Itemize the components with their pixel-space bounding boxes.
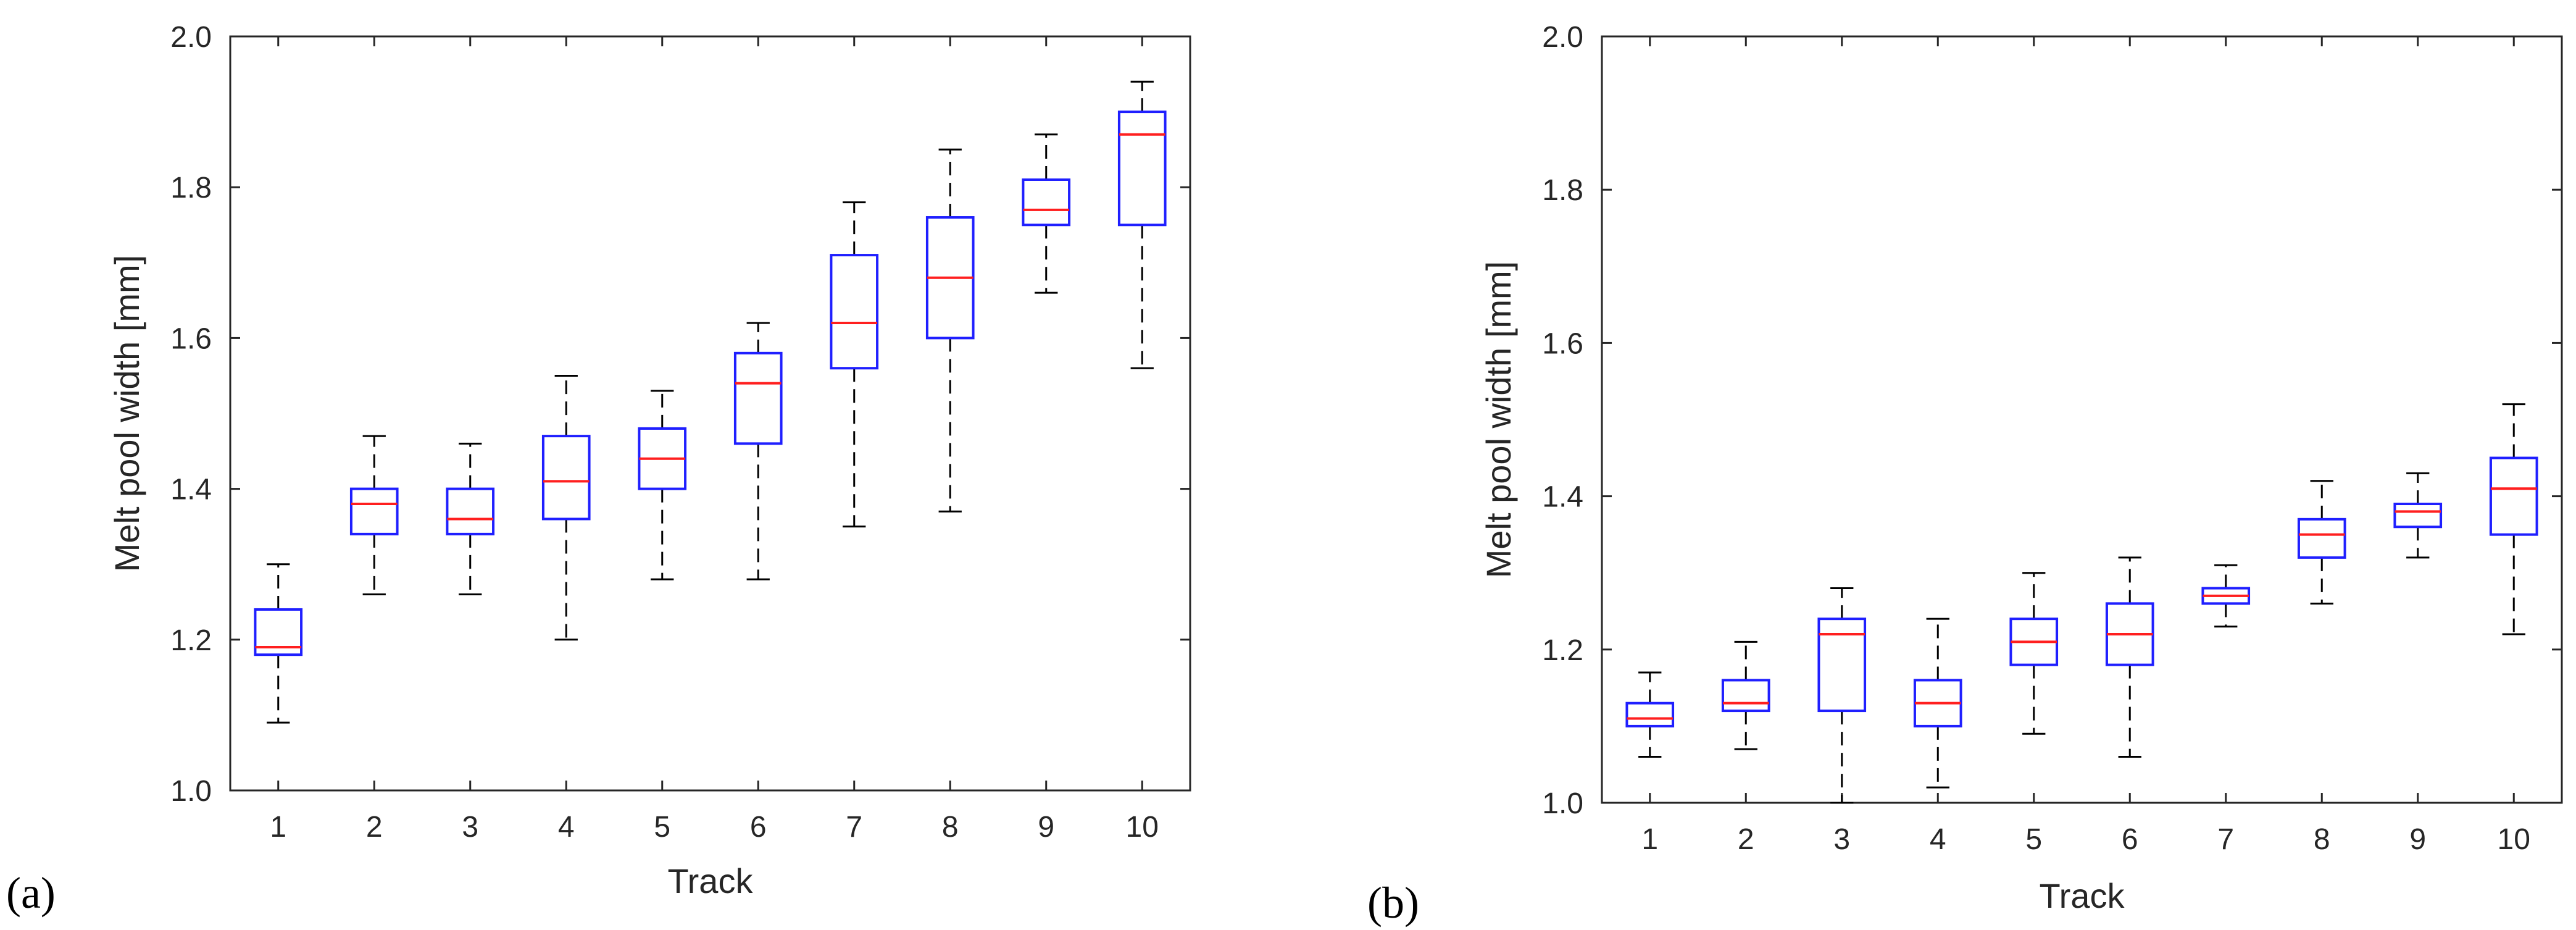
plot-area-frame <box>229 35 1191 792</box>
x-tick-label: 3 <box>1833 823 1850 856</box>
x-tick-label: 4 <box>1930 823 1946 856</box>
y-tick-label: 2.0 <box>170 21 212 54</box>
box-track-6 <box>2105 556 2154 758</box>
iqr-box <box>349 487 399 535</box>
x-tick-label: 9 <box>1038 811 1054 844</box>
iqr-box <box>541 435 591 521</box>
box-track-2 <box>1721 640 1770 750</box>
box-track-5 <box>638 390 687 580</box>
iqr-box <box>1625 702 1675 727</box>
chart-panel-a: 1.0 1.2 1.4 1.6 1.8 2.0 1 2 3 4 5 6 7 8 9 10 Track Melt p… <box>6 21 1191 918</box>
iqr-box <box>2297 517 2346 559</box>
x-tick-label: 7 <box>846 811 862 844</box>
box-track-7 <box>830 201 879 528</box>
box-track-9 <box>2393 472 2443 559</box>
y-tick-label: 1.2 <box>1542 634 1583 667</box>
x-tick-label: 9 <box>2409 823 2426 856</box>
y-tick-label: 1.0 <box>1542 787 1583 820</box>
box-track-9 <box>1022 133 1071 294</box>
x-tick-label: 4 <box>558 811 575 844</box>
x-tick-label: 2 <box>366 811 383 844</box>
box-track-10 <box>2489 403 2538 635</box>
box-track-4 <box>541 374 591 641</box>
y-tick-label: 1.6 <box>1542 327 1583 360</box>
x-tick-label: 10 <box>2498 823 2530 856</box>
x-tick-label: 7 <box>2217 823 2234 856</box>
box-track-4 <box>1913 618 1962 789</box>
y-tick-label: 1.8 <box>1542 174 1583 207</box>
y-tick-label: 1.0 <box>170 775 212 808</box>
x-tick-label: 8 <box>2314 823 2330 856</box>
iqr-box <box>1817 618 1867 713</box>
x-axis-title: Track <box>2040 876 2125 915</box>
iqr-box <box>1117 111 1167 227</box>
iqr-box <box>446 487 495 535</box>
y-tick-label: 1.6 <box>170 322 212 355</box>
panel-label: (b) <box>1367 878 1419 928</box>
x-tick-label: 6 <box>750 811 767 844</box>
y-tick-label: 1.8 <box>170 172 212 204</box>
x-tick-label: 10 <box>1126 811 1159 844</box>
y-axis-title: Melt pool width [mm] <box>1479 261 1518 579</box>
iqr-box <box>2393 503 2443 529</box>
box-track-3 <box>446 442 495 596</box>
box-track-3 <box>1817 587 1867 804</box>
iqr-box <box>830 254 879 370</box>
chart-panel-b: 1.0 1.2 1.4 1.6 1.8 2.0 1 2 3 4 5 6 7 8 9 10 Track Melt p… <box>1367 21 2563 928</box>
box-track-6 <box>733 322 783 580</box>
box-track-7 <box>2201 564 2251 628</box>
x-tick-label: 8 <box>942 811 959 844</box>
box-track-5 <box>2009 572 2059 735</box>
iqr-box <box>1721 679 1770 713</box>
x-tick-label: 5 <box>654 811 670 844</box>
box-track-1 <box>254 563 303 724</box>
x-tick-label: 6 <box>2122 823 2138 856</box>
y-tick-label: 1.4 <box>170 474 212 506</box>
iqr-box <box>1022 178 1071 227</box>
box-track-1 <box>1625 671 1675 758</box>
box-track-10 <box>1117 80 1167 369</box>
y-tick-label: 2.0 <box>1542 21 1583 54</box>
x-axis-title: Track <box>668 861 754 900</box>
x-tick-label: 1 <box>270 811 286 844</box>
box-track-8 <box>925 148 975 513</box>
iqr-box <box>2489 456 2538 536</box>
y-axis-title: Melt pool width [mm] <box>107 255 146 572</box>
x-tick-label: 1 <box>1641 823 1658 856</box>
x-tick-label: 5 <box>2025 823 2042 856</box>
box-track-8 <box>2297 480 2346 605</box>
iqr-box <box>733 351 783 445</box>
x-tick-label: 2 <box>1738 823 1754 856</box>
y-tick-label: 1.2 <box>170 624 212 657</box>
panel-label: (a) <box>6 868 56 918</box>
x-tick-label: 3 <box>462 811 478 844</box>
y-tick-label: 1.4 <box>1542 481 1583 514</box>
plot-area-frame <box>1601 35 2563 804</box>
box-track-2 <box>349 435 399 596</box>
